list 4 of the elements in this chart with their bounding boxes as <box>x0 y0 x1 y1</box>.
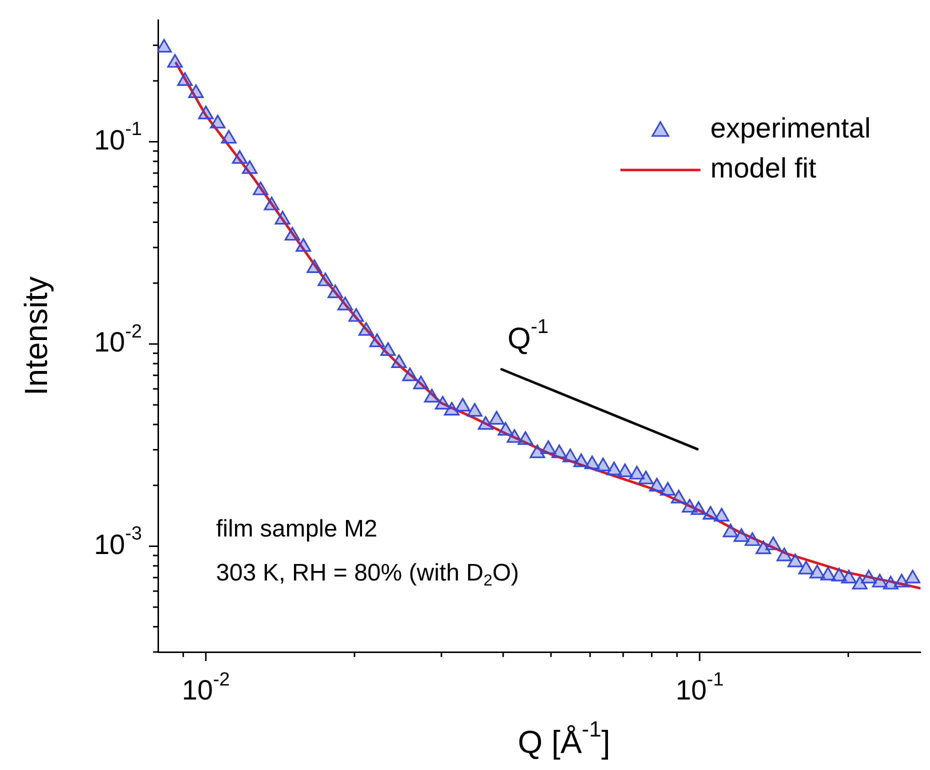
legend-label: experimental <box>710 112 871 144</box>
y-axis-title: Intensity <box>18 276 54 396</box>
annotation: film sample M2 <box>216 516 378 543</box>
legend-label: model fit <box>710 152 816 184</box>
